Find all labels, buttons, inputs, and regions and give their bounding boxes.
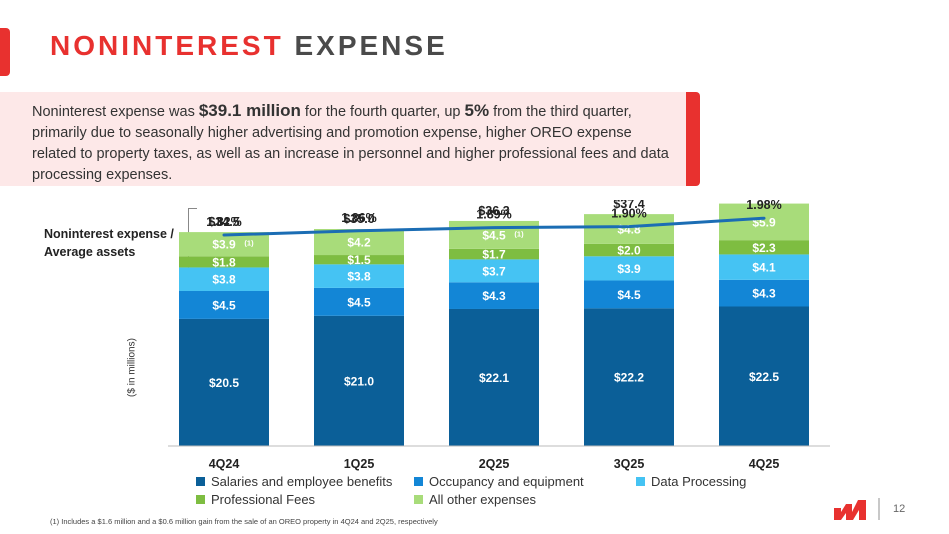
bar-footnote-marker: (1) — [514, 229, 524, 238]
bar-label-occupancy: $4.5 — [347, 295, 371, 309]
ratio-label: Noninterest expense / Average assets — [44, 225, 194, 261]
summary-accent-tab — [686, 92, 700, 186]
bar-segment-salaries — [719, 306, 809, 446]
x-tick-label: 3Q25 — [614, 457, 645, 471]
bar-label-salaries: $22.1 — [479, 371, 509, 385]
bar-label-professional-fees: $1.7 — [482, 248, 506, 262]
bar-label-other: $3.9 — [212, 238, 236, 252]
bar-segment-salaries — [584, 308, 674, 446]
bar-total-label: $36.3 — [478, 204, 509, 218]
legend-label-professional-fees: Professional Fees — [211, 492, 316, 507]
bar-total-label: $37.4 — [613, 200, 644, 211]
page-number: 12 — [893, 503, 906, 515]
bar-label-data-processing: $3.8 — [212, 273, 236, 287]
title-accent-bar — [0, 28, 10, 76]
bar-label-occupancy: $4.3 — [482, 289, 506, 303]
bar-label-occupancy: $4.5 — [212, 298, 236, 312]
bar-segment-data-processing — [449, 259, 539, 283]
bar-label-salaries: $22.5 — [749, 370, 779, 384]
logo-divider — [878, 498, 880, 520]
legend-swatch-data-processing — [636, 477, 645, 486]
summary-text-3: from the third quarter, primarily due to… — [32, 104, 669, 183]
bar-label-professional-fees: $2.0 — [617, 244, 641, 258]
legend-item-salaries: Salaries and employee benefits — [196, 474, 392, 489]
bar-label-data-processing: $3.8 — [347, 270, 371, 284]
bar-segment-salaries — [449, 308, 539, 446]
bar-segment-occupancy — [584, 280, 674, 309]
bar-segment-data-processing — [179, 267, 269, 291]
bar-label-salaries: $22.2 — [614, 371, 644, 385]
bar-total-label: $35.0 — [343, 212, 374, 226]
x-tick-label: 2Q25 — [479, 457, 510, 471]
bar-segment-data-processing — [314, 264, 404, 288]
legend-item-occupancy: Occupancy and equipment — [414, 474, 584, 489]
legend-swatch-occupancy — [414, 477, 423, 486]
title-part-1: NONINTEREST — [50, 30, 284, 61]
x-tick-label: 4Q25 — [749, 457, 780, 471]
summary-amount: $39.1 million — [198, 101, 301, 120]
bar-label-other: $4.2 — [347, 236, 371, 250]
legend-swatch-other — [414, 495, 423, 504]
bar-segment-professional-fees — [584, 243, 674, 257]
x-tick-label: 1Q25 — [344, 457, 375, 471]
title-part-2: EXPENSE — [294, 30, 448, 61]
summary-text-1: Noninterest expense was — [32, 104, 199, 120]
bar-label-occupancy: $4.5 — [617, 288, 641, 302]
bar-segment-occupancy — [449, 282, 539, 309]
legend-label-data-processing: Data Processing — [651, 474, 747, 489]
bar-label-professional-fees: $1.8 — [212, 255, 236, 269]
legend-swatch-salaries — [196, 477, 205, 486]
bar-segment-salaries — [179, 318, 269, 446]
company-logo — [834, 500, 866, 520]
x-tick-label: 4Q24 — [209, 457, 240, 471]
footnote: (1) Includes a $1.6 million and a $0.6 m… — [50, 517, 438, 526]
bar-label-other: $4.5 — [482, 228, 506, 242]
bar-label-professional-fees: $2.3 — [752, 241, 776, 255]
legend-item-professional-fees: Professional Fees — [196, 492, 315, 507]
bar-segment-data-processing — [584, 256, 674, 281]
bar-label-data-processing: $3.7 — [482, 264, 506, 278]
ratio-value-label: 1.82% — [206, 215, 241, 229]
legend-label-other: All other expenses — [429, 492, 536, 507]
ratio-value-label: 1.89% — [476, 208, 511, 222]
bar-segment-other — [584, 214, 674, 244]
summary-pct: 5% — [464, 101, 490, 120]
bar-label-professional-fees: $1.5 — [347, 253, 371, 267]
bar-segment-occupancy — [719, 279, 809, 307]
bar-total-label: $34.5 — [208, 215, 239, 229]
legend-label-occupancy: Occupancy and equipment — [429, 474, 584, 489]
ratio-value-label: 1.98% — [746, 200, 781, 212]
bar-label-data-processing: $4.1 — [752, 261, 776, 275]
ratio-label-line-2: Average assets — [44, 245, 136, 259]
bar-segment-salaries — [314, 315, 404, 446]
page-title: NONINTEREST EXPENSE — [50, 30, 448, 62]
bar-segment-professional-fees — [719, 240, 809, 255]
bar-segment-other — [314, 229, 404, 256]
bar-label-salaries: $21.0 — [344, 374, 374, 388]
bar-segment-other — [449, 220, 539, 249]
ratio-line — [222, 216, 766, 237]
bar-total-label: $39.1 — [748, 200, 779, 201]
legend-label-salaries: Salaries and employee benefits — [211, 474, 393, 489]
summary-box: Noninterest expense was $39.1 million fo… — [0, 92, 686, 186]
legend-item-other: All other expenses — [414, 492, 536, 507]
expense-chart: $20.5 $4.5 $3.8 $1.8 $3.9 (1) $34.5 4Q24 $21.0 $4… — [168, 200, 830, 471]
ratio-label-line-1: Noninterest expense / — [44, 227, 174, 241]
bar-label-data-processing: $3.9 — [617, 262, 641, 276]
bar-segment-other — [719, 203, 809, 241]
bar-segment-occupancy — [179, 291, 269, 319]
bar-footnote-marker: (1) — [244, 239, 254, 248]
legend-item-data-processing: Data Processing — [636, 474, 746, 489]
bar-segment-occupancy — [314, 287, 404, 316]
summary-text-2: for the fourth quarter, up — [300, 104, 465, 120]
ratio-value-label: 1.90% — [611, 207, 646, 221]
bar-segment-professional-fees — [314, 255, 404, 265]
bar-segment-professional-fees — [179, 256, 269, 268]
bar-segment-data-processing — [719, 254, 809, 280]
legend-swatch-professional-fees — [196, 495, 205, 504]
ratio-value-label: 1.86% — [341, 211, 376, 225]
bar-label-occupancy: $4.3 — [752, 287, 776, 301]
bar-label-salaries: $20.5 — [209, 376, 239, 390]
bar-segment-professional-fees — [449, 248, 539, 260]
